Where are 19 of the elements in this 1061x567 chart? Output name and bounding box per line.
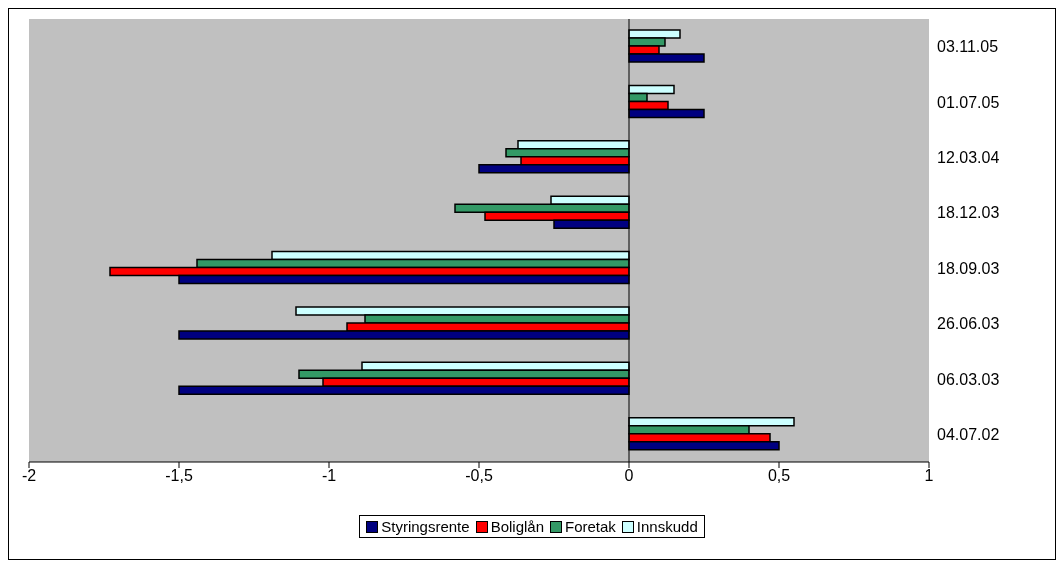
x-tick-label: 0: [624, 467, 634, 485]
x-tick-label: 1: [924, 467, 934, 485]
x-tick-label: 0,5: [767, 467, 791, 485]
y-tick-label: 06.03.03: [937, 370, 1000, 388]
y-tick-label: 01.07.05: [937, 93, 1000, 111]
legend-label: Styringsrente: [380, 518, 470, 535]
x-tick-label: -2: [21, 467, 37, 485]
y-tick-label: 18.09.03: [937, 259, 1000, 277]
x-tick-label: -0,5: [465, 467, 493, 485]
legend-label: Foretak: [564, 518, 616, 535]
y-tick-label: 12.03.04: [937, 149, 1000, 167]
legend-label: Innskudd: [635, 518, 698, 535]
x-tick-label: -1: [321, 467, 337, 485]
legend-label: Boliglån: [489, 518, 544, 535]
y-tick-label: 04.07.02: [937, 425, 1000, 443]
y-tick-label: 03.11.05: [937, 38, 999, 56]
y-tick-label: 18.12.03: [937, 204, 1000, 222]
y-tick-label: 26.06.03: [937, 315, 1000, 333]
x-tick-label: -1,5: [165, 467, 193, 485]
